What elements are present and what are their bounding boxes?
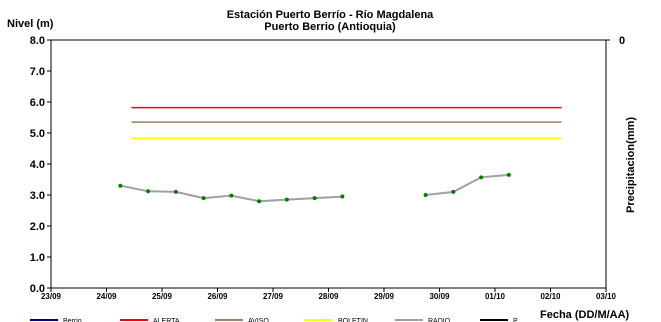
y2-axis-label: Precipitacion(mm) — [625, 117, 637, 213]
x-tick-label: 03/10 — [596, 292, 617, 301]
y-axis-label: Nivel (m) — [7, 18, 54, 30]
legend-label: BOLETIN — [338, 318, 368, 322]
legend-label: Berrio — [63, 318, 82, 322]
legend-label: AVISO — [248, 318, 269, 322]
legend-label: ALERTA — [153, 318, 180, 322]
y-tick-label: 7.0 — [30, 66, 45, 78]
x-tick-label: 02/10 — [540, 292, 561, 301]
y-tick-label: 0.0 — [30, 283, 45, 295]
y2-tick-label: 0 — [619, 35, 625, 47]
y-tick-label: 5.0 — [30, 128, 45, 140]
x-tick-label: 25/09 — [152, 292, 173, 301]
chart-title: Estación Puerto Berrío - Río Magdalena — [227, 9, 434, 21]
data-point — [340, 194, 345, 199]
y-tick-label: 1.0 — [30, 252, 45, 264]
x-tick-label: 27/09 — [263, 292, 284, 301]
y-tick-label: 6.0 — [30, 97, 45, 109]
x-tick-label: 24/09 — [96, 292, 117, 301]
y-tick-label: 3.0 — [30, 190, 45, 202]
x-tick-label: 30/09 — [429, 292, 450, 301]
chart-subtitle: Puerto Berrio (Antioquia) — [264, 21, 396, 33]
data-point — [312, 196, 317, 201]
x-tick-label: 23/09 — [41, 292, 62, 301]
data-point — [423, 193, 428, 197]
data-point — [201, 196, 206, 201]
x-tick-label: 28/09 — [318, 292, 339, 301]
data-point — [257, 199, 262, 204]
legend-label: P — [513, 318, 518, 322]
data-point — [284, 197, 289, 202]
plot-area — [50, 39, 607, 289]
data-point — [146, 189, 151, 194]
data-point — [479, 175, 484, 180]
legend-label: RADIO — [428, 318, 451, 322]
data-point — [229, 193, 234, 198]
data-point — [451, 189, 456, 194]
x-axis-label: Fecha (DD/M/AA) — [540, 309, 630, 321]
x-tick-label: 29/09 — [374, 292, 395, 301]
x-tick-label: 01/10 — [485, 292, 506, 301]
series-line-radio — [425, 173, 509, 196]
data-point — [118, 183, 123, 188]
y-tick-label: 8.0 — [30, 35, 45, 47]
data-point — [173, 189, 178, 194]
y-tick-label: 4.0 — [30, 159, 45, 171]
y-tick-label: 2.0 — [30, 221, 45, 233]
x-tick-label: 26/09 — [207, 292, 228, 301]
data-point — [506, 172, 511, 177]
